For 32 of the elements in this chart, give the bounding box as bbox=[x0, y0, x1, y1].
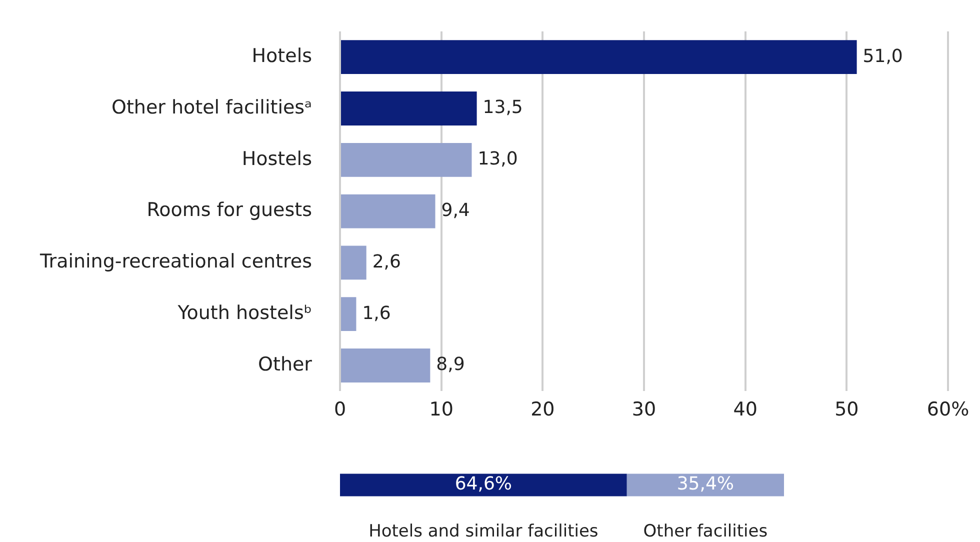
x-tick-label: 10 bbox=[429, 398, 454, 421]
x-tick-label: 0 bbox=[334, 398, 346, 421]
y-tick-label: Other bbox=[258, 353, 312, 376]
bar bbox=[341, 348, 430, 382]
x-tick-label: 60% bbox=[926, 398, 970, 421]
series-label: Other facilities bbox=[643, 521, 768, 542]
bar bbox=[341, 142, 472, 177]
y-tick-label: Other hotel facilitiesᵃ bbox=[112, 96, 312, 118]
y-tick-label: Youth hostelsᵇ bbox=[176, 302, 312, 324]
x-tick-label: 30 bbox=[632, 398, 656, 421]
y-tick-label: Rooms for guests bbox=[146, 199, 312, 222]
y-tick-label: Hostels bbox=[242, 148, 312, 170]
bar bbox=[341, 40, 857, 74]
data-label: 13,5 bbox=[482, 97, 523, 118]
series-label: Hotels and similar facilities bbox=[368, 521, 598, 542]
bar bbox=[341, 92, 477, 126]
data-label: 51,0 bbox=[862, 46, 903, 67]
data-label: 9,4 bbox=[441, 200, 470, 221]
y-tick-label: Training-recreational centres bbox=[38, 250, 312, 273]
bar bbox=[341, 297, 356, 332]
x-tick-label: 50 bbox=[834, 398, 859, 421]
data-label: 8,9 bbox=[436, 354, 465, 376]
data-label: 64,6% bbox=[454, 474, 512, 495]
bar bbox=[341, 194, 436, 228]
data-label: 13,0 bbox=[478, 148, 518, 170]
x-tick-label: 40 bbox=[733, 398, 758, 421]
y-tick-label: Hotels bbox=[252, 45, 312, 68]
data-label: 35,4% bbox=[676, 474, 734, 495]
data-label: 1,6 bbox=[362, 302, 391, 324]
x-tick-label: 20 bbox=[530, 398, 555, 421]
data-label: 2,6 bbox=[372, 251, 401, 272]
bar bbox=[341, 246, 366, 280]
